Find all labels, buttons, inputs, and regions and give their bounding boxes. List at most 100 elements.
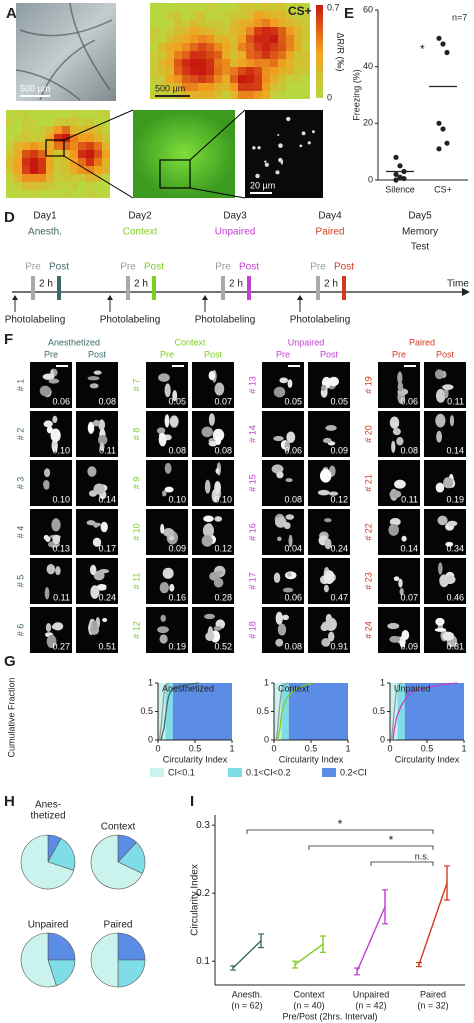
heat-pixel — [102, 142, 110, 150]
heat-pixel — [246, 11, 254, 19]
chromatin — [43, 534, 49, 541]
post-label: Post — [144, 262, 164, 273]
heat-pixel — [38, 110, 46, 118]
heat-pixel — [30, 118, 38, 126]
chromatin — [46, 634, 57, 649]
heat-pixel — [214, 67, 222, 75]
heat-pixel — [206, 51, 214, 59]
y-tick-label: 0.1 — [196, 956, 210, 967]
heat-pixel — [150, 3, 158, 11]
heat-pixel — [6, 126, 14, 134]
ci-value: 0.19 — [446, 494, 464, 504]
chromatin — [164, 414, 170, 428]
ci-value: 0.06 — [400, 396, 418, 406]
ci-value: 0.06 — [284, 445, 302, 455]
chromatin — [321, 638, 331, 647]
photolabeling-label: Photolabeling — [195, 315, 256, 326]
heat-pixel — [86, 158, 94, 166]
chromatin — [102, 617, 108, 623]
ci-value: 0.14 — [98, 494, 116, 504]
heat-pixel — [14, 134, 22, 142]
heat-pixel — [270, 83, 278, 91]
interval-label: 2 h — [39, 279, 53, 290]
chromatin — [399, 587, 404, 596]
chromatin — [397, 382, 404, 392]
chromatin — [279, 377, 289, 384]
heat-pixel — [270, 59, 278, 67]
heat-pixel — [246, 67, 254, 75]
cdf-line — [158, 682, 170, 741]
heat-pixel — [182, 83, 190, 91]
heat-pixel — [190, 67, 198, 75]
chromatin — [46, 564, 56, 575]
ci-value: 0.27 — [52, 641, 70, 651]
heat-pixel — [190, 83, 198, 91]
scale-label: 500 µm — [20, 83, 50, 93]
cell-id: # 12 — [131, 621, 141, 639]
heat-pixel — [62, 190, 70, 198]
y-tick-label: 0.5 — [256, 706, 269, 716]
ci-band — [172, 683, 232, 740]
chromatin — [97, 434, 108, 445]
chromatin — [438, 562, 443, 575]
heat-pixel — [158, 11, 166, 19]
chromatin — [160, 614, 166, 622]
cell-dot — [311, 130, 315, 134]
ci-value: 0.34 — [446, 543, 464, 553]
zoom-line — [189, 187, 246, 199]
heat-pixel — [206, 19, 214, 27]
pie-slice — [117, 932, 146, 961]
heat-pixel — [198, 75, 206, 83]
legend-label: 0.1<CI<0.2 — [246, 767, 291, 777]
column-label: Pre — [160, 349, 174, 359]
heat-pixel — [270, 91, 278, 99]
heat-pixel — [30, 182, 38, 190]
heat-pixel — [30, 150, 38, 158]
legend-swatch — [150, 768, 164, 777]
heat-pixel — [46, 190, 54, 198]
heat-pixel — [294, 19, 302, 27]
heat-pixel — [14, 142, 22, 150]
cell-dot — [307, 141, 311, 145]
heat-pixel — [70, 126, 78, 134]
heat-pixel — [150, 51, 158, 59]
heat-pixel — [270, 19, 278, 27]
pie-title: thetized — [30, 811, 65, 822]
cell-id: # 23 — [363, 572, 373, 590]
heat-pixel — [94, 142, 102, 150]
cell-id: # 14 — [247, 425, 257, 443]
chromatin — [435, 388, 446, 403]
chromatin — [159, 581, 169, 594]
column-label: Pre — [44, 349, 58, 359]
pie-slice — [20, 834, 75, 890]
heat-pixel — [286, 83, 294, 91]
heat-pixel — [174, 43, 182, 51]
heat-pixel — [238, 83, 246, 91]
chromatin — [213, 577, 224, 588]
chromatin — [208, 413, 215, 426]
heat-pixel — [102, 158, 110, 166]
heat-pixel — [190, 51, 198, 59]
point — [393, 171, 399, 177]
heat-pixel — [30, 190, 38, 198]
chromatin — [100, 521, 108, 533]
chromatin — [442, 384, 454, 390]
heat-pixel — [286, 11, 294, 19]
cell-image — [146, 558, 188, 604]
chromatin — [320, 623, 329, 632]
image-c3 — [245, 110, 323, 198]
zoom-line — [63, 109, 134, 141]
ci-value: 0.10 — [168, 494, 186, 504]
heat-pixel — [246, 91, 254, 99]
heat-pixel — [150, 35, 158, 43]
legend-swatch — [228, 768, 242, 777]
heat-pixel — [166, 35, 174, 43]
heat-pixel — [214, 19, 222, 27]
heat-pixel — [190, 3, 198, 11]
heat-pixel — [270, 75, 278, 83]
x-tick-label: 0 — [271, 743, 276, 753]
heat-pixel — [214, 43, 222, 51]
heat-pixel — [278, 27, 286, 35]
chromatin — [397, 371, 403, 385]
heat-pixel — [254, 59, 262, 67]
